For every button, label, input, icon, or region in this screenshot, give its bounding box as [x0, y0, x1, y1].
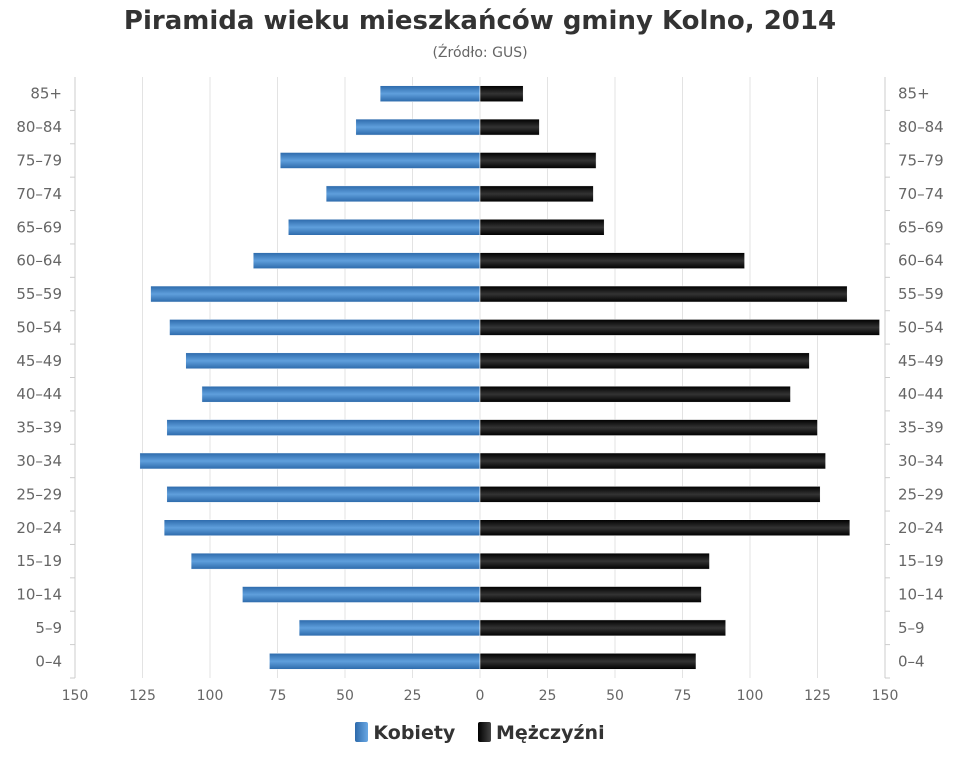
bar-kobiety — [269, 653, 481, 670]
bar-mezczyzni — [479, 419, 818, 436]
category-label-right: 65–69 — [898, 218, 944, 236]
chart-subtitle: (Źródło: GUS) — [432, 45, 528, 61]
category-label-right: 5–9 — [898, 619, 925, 637]
category-label-left: 10–14 — [16, 586, 62, 604]
category-label-left: 60–64 — [16, 252, 62, 270]
bar-kobiety — [190, 552, 481, 570]
bar-mezczyzni — [479, 519, 851, 536]
category-label-left: 75–79 — [16, 151, 62, 169]
x-tick-label: 125 — [129, 688, 156, 704]
category-label-right: 0–4 — [898, 652, 925, 670]
bar-mezczyzni — [479, 552, 710, 570]
bar-kobiety — [163, 519, 481, 536]
legend-item-kobiety[interactable]: Kobiety — [355, 722, 455, 744]
x-tick-label: 125 — [804, 688, 831, 704]
legend-label: Kobiety — [373, 722, 456, 744]
legend: Kobiety Mężczyźni — [0, 722, 960, 744]
legend-swatch — [355, 722, 369, 742]
category-label-right: 55–59 — [898, 285, 944, 303]
x-tick-label: 50 — [336, 688, 354, 704]
bar-mezczyzni — [479, 252, 745, 269]
category-label-right: 40–44 — [898, 385, 944, 403]
bar-mezczyzni — [479, 152, 597, 169]
x-tick-label: 0 — [476, 688, 485, 704]
legend-swatch — [477, 722, 491, 742]
x-tick-label: 150 — [62, 688, 89, 704]
chart-title: Piramida wieku mieszkańców gminy Kolno, … — [123, 6, 837, 36]
category-label-right: 50–54 — [898, 318, 944, 336]
category-label-left: 15–19 — [16, 552, 62, 570]
x-tick-label: 25 — [539, 688, 557, 704]
bar-kobiety — [379, 85, 481, 102]
bar-mezczyzni — [479, 619, 726, 637]
bar-kobiety — [139, 452, 481, 470]
bar-kobiety — [325, 185, 481, 203]
category-label-left: 45–49 — [16, 352, 62, 370]
bar-mezczyzni — [479, 486, 821, 503]
bar-kobiety — [201, 385, 481, 403]
x-tick-label: 50 — [606, 688, 624, 704]
x-tick-label: 75 — [269, 688, 287, 704]
category-label-right: 85+ — [898, 85, 930, 103]
x-tick-label: 75 — [674, 688, 692, 704]
bar-kobiety — [169, 319, 481, 336]
category-label-right: 10–14 — [898, 586, 944, 604]
bar-mezczyzni — [479, 219, 605, 236]
category-label-left: 50–54 — [16, 318, 62, 336]
category-label-left: 30–34 — [16, 452, 62, 470]
x-tick-label: 100 — [737, 688, 764, 704]
x-tick-label: 100 — [197, 688, 224, 704]
bar-mezczyzni — [479, 185, 594, 203]
bar-kobiety — [279, 152, 481, 169]
bar-kobiety — [150, 285, 481, 303]
bar-mezczyzni — [479, 319, 880, 336]
category-label-right: 15–19 — [898, 552, 944, 570]
x-tick-label: 150 — [872, 688, 899, 704]
bar-mezczyzni — [479, 118, 540, 136]
category-label-right: 75–79 — [898, 151, 944, 169]
category-label-right: 60–64 — [898, 252, 944, 270]
category-label-right: 45–49 — [898, 352, 944, 370]
category-label-right: 30–34 — [898, 452, 944, 470]
category-label-right: 20–24 — [898, 519, 944, 537]
bar-kobiety — [288, 219, 481, 236]
category-label-left: 40–44 — [16, 385, 62, 403]
category-label-right: 35–39 — [898, 419, 944, 437]
bar-mezczyzni — [479, 385, 791, 403]
legend-label: Mężczyźni — [495, 722, 605, 744]
bar-mezczyzni — [479, 452, 826, 470]
category-label-left: 80–84 — [16, 118, 62, 136]
category-label-left: 0–4 — [35, 652, 62, 670]
bar-mezczyzni — [479, 85, 524, 102]
bar-kobiety — [166, 419, 481, 436]
legend-item-mezczyzni[interactable]: Mężczyźni — [477, 722, 605, 744]
category-label-left: 70–74 — [16, 185, 62, 203]
x-tick-label: 25 — [404, 688, 422, 704]
bar-kobiety — [242, 586, 481, 603]
category-label-right: 70–74 — [898, 185, 944, 203]
bar-kobiety — [252, 252, 481, 269]
bar-kobiety — [355, 118, 481, 136]
category-label-right: 25–29 — [898, 485, 944, 503]
bar-mezczyzni — [479, 285, 848, 303]
category-label-left: 85+ — [30, 85, 62, 103]
category-label-left: 25–29 — [16, 485, 62, 503]
bar-kobiety — [185, 352, 481, 370]
category-label-left: 35–39 — [16, 419, 62, 437]
bar-kobiety — [298, 619, 481, 637]
bar-mezczyzni — [479, 586, 702, 603]
category-label-left: 65–69 — [16, 218, 62, 236]
bar-mezczyzni — [479, 653, 697, 670]
bar-kobiety — [166, 486, 481, 503]
category-label-left: 20–24 — [16, 519, 62, 537]
category-label-left: 5–9 — [35, 619, 62, 637]
bar-mezczyzni — [479, 352, 810, 370]
category-label-left: 55–59 — [16, 285, 62, 303]
category-label-right: 80–84 — [898, 118, 944, 136]
